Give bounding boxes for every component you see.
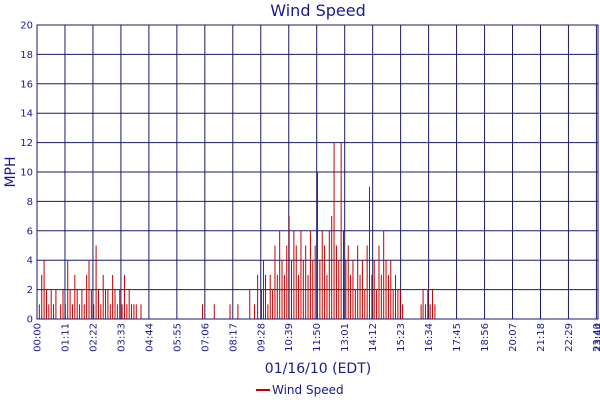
wind-speed-series <box>36 142 436 319</box>
x-tick-label: 17:45 <box>452 323 463 352</box>
x-tick-label: 13:01 <box>340 323 351 352</box>
y-tick-label: 16 <box>20 79 33 90</box>
x-tick-label: 21:18 <box>536 323 547 352</box>
legend-label: Wind Speed <box>272 383 344 397</box>
y-tick-label: 6 <box>27 226 33 237</box>
x-tick-label: 14:12 <box>368 323 379 352</box>
y-tick-label: 12 <box>20 138 33 149</box>
x-tick-label: 08:17 <box>228 323 239 352</box>
y-tick-label: 8 <box>27 197 33 208</box>
y-tick-label: 0 <box>27 315 33 326</box>
x-tick-label: 03:33 <box>116 323 127 352</box>
x-tick-label: 15:23 <box>396 323 407 352</box>
x-tick-label: 02:22 <box>88 323 99 352</box>
plot-frame <box>36 24 599 320</box>
legend: Wind Speed <box>256 383 344 397</box>
x-tick-label: 16:34 <box>424 323 435 352</box>
x-tick-label: 18:56 <box>480 323 491 352</box>
x-tick-label: 23:40 <box>592 323 600 352</box>
y-axis-label: MPH <box>3 156 19 187</box>
y-tick-label: 14 <box>20 109 33 120</box>
x-tick-label: 05:55 <box>172 323 183 352</box>
x-tick-label: 11:50 <box>312 323 323 352</box>
y-tick-label: 10 <box>20 168 33 179</box>
x-tick-label: 22:29 <box>564 323 575 352</box>
y-tick-label: 18 <box>20 50 33 61</box>
y-axis-ticks: 0 2 4 6 8 10 12 14 16 18 20 <box>20 21 33 326</box>
x-tick-label: 07:06 <box>200 323 211 352</box>
y-tick-label: 4 <box>27 256 33 267</box>
x-axis-label: 01/16/10 (EDT) <box>265 361 371 377</box>
x-axis-ticks: 00:00 01:11 02:22 03:33 04:44 05:55 07:06 08:17… <box>33 323 600 352</box>
y-tick-label: 20 <box>20 21 33 32</box>
x-tick-label: 00:00 <box>33 323 44 352</box>
x-tick-label: 09:28 <box>256 323 267 352</box>
chart-title: Wind Speed <box>270 1 365 20</box>
x-tick-label: 01:11 <box>60 323 71 352</box>
y-tick-label: 2 <box>27 285 33 296</box>
x-tick-label: 20:07 <box>508 323 519 352</box>
x-tick-label: 10:39 <box>284 323 295 352</box>
x-tick-label: 23:44 <box>594 323 600 352</box>
x-tick-label: 04:44 <box>144 323 155 352</box>
